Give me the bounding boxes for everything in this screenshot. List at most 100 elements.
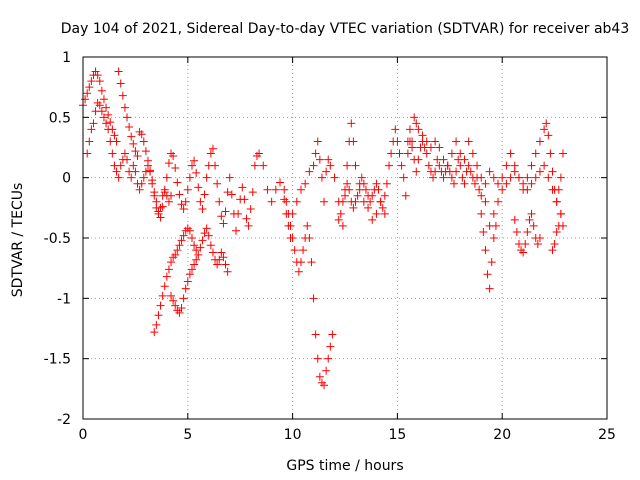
data-point: [498, 185, 507, 194]
data-point: [550, 240, 559, 249]
data-point: [152, 320, 161, 329]
data-point: [91, 67, 100, 76]
data-point: [307, 258, 316, 267]
data-point: [173, 246, 182, 255]
data-point: [422, 149, 431, 158]
data-point: [118, 91, 127, 100]
data-point: [435, 161, 444, 170]
data-point: [221, 207, 230, 216]
data-point: [162, 173, 171, 182]
data-point: [343, 179, 352, 188]
y-axis-label: SDTVAR / TECUs: [10, 183, 26, 298]
y-tick-label: -1: [57, 291, 71, 307]
data-point: [169, 151, 178, 160]
data-point: [403, 149, 412, 158]
data-point: [223, 267, 232, 276]
data-point: [196, 197, 205, 206]
x-tick-label: 0: [79, 427, 88, 443]
data-point: [167, 258, 176, 267]
data-point: [303, 221, 312, 230]
data-point: [315, 372, 324, 381]
chart-title: Day 104 of 2021, Sidereal Day-to-day VTE…: [61, 21, 630, 37]
data-point: [439, 173, 448, 182]
data-point: [326, 342, 335, 351]
data-point: [408, 143, 417, 152]
data-point: [187, 161, 196, 170]
data-point: [164, 159, 173, 168]
data-point: [244, 221, 253, 230]
x-tick-label: 5: [183, 427, 192, 443]
data-point: [127, 132, 136, 141]
data-point: [259, 161, 268, 170]
data-point: [175, 241, 184, 250]
data-point: [154, 311, 163, 320]
data-point: [177, 303, 186, 312]
data-point: [85, 137, 94, 146]
data-point: [548, 167, 557, 176]
data-point: [162, 272, 171, 281]
data-point: [382, 179, 391, 188]
data-point: [366, 197, 375, 206]
data-point: [185, 270, 194, 279]
data-point: [104, 110, 113, 119]
data-point: [204, 231, 213, 240]
data-point: [102, 103, 111, 112]
data-point: [292, 197, 301, 206]
data-point: [397, 161, 406, 170]
data-point: [485, 284, 494, 293]
data-point: [116, 79, 125, 88]
data-point: [175, 190, 184, 199]
data-point: [479, 227, 488, 236]
data-point: [93, 71, 102, 80]
data-point: [481, 197, 490, 206]
data-point: [512, 227, 521, 236]
data-point: [123, 155, 132, 164]
data-point: [141, 147, 150, 156]
data-point: [343, 161, 352, 170]
data-point: [167, 291, 176, 300]
data-point: [196, 243, 205, 252]
y-tick-label: -2: [57, 412, 71, 428]
data-point: [544, 173, 553, 182]
data-point: [219, 253, 228, 262]
data-point: [315, 155, 324, 164]
x-tick-label: 20: [493, 427, 511, 443]
data-point: [317, 173, 326, 182]
data-point: [320, 197, 329, 206]
data-point: [324, 155, 333, 164]
data-point: [179, 231, 188, 240]
data-point: [83, 149, 92, 158]
data-point: [326, 161, 335, 170]
data-point: [305, 167, 314, 176]
data-point: [255, 149, 264, 158]
data-point: [148, 179, 157, 188]
data-point: [139, 137, 148, 146]
data-point: [89, 119, 98, 128]
data-point: [466, 167, 475, 176]
data-point: [447, 149, 456, 158]
data-point: [485, 167, 494, 176]
data-point: [502, 179, 511, 188]
data-point: [177, 200, 186, 209]
grid-layer: [83, 57, 607, 419]
data-point: [447, 173, 456, 182]
data-point: [263, 185, 272, 194]
data-point: [288, 234, 297, 242]
data-point: [523, 185, 532, 194]
data-point: [322, 167, 331, 176]
data-point: [198, 205, 207, 214]
data-point: [120, 149, 129, 158]
data-point: [443, 161, 452, 170]
data-point: [267, 197, 276, 206]
data-point: [190, 260, 199, 269]
data-point: [556, 173, 565, 182]
data-point: [160, 185, 169, 194]
data-point: [123, 113, 132, 122]
x-tick-label: 10: [284, 427, 302, 443]
data-point: [150, 191, 159, 200]
data-point: [296, 185, 305, 194]
data-point: [187, 234, 196, 242]
data-point: [190, 241, 199, 250]
data-point: [171, 250, 180, 259]
